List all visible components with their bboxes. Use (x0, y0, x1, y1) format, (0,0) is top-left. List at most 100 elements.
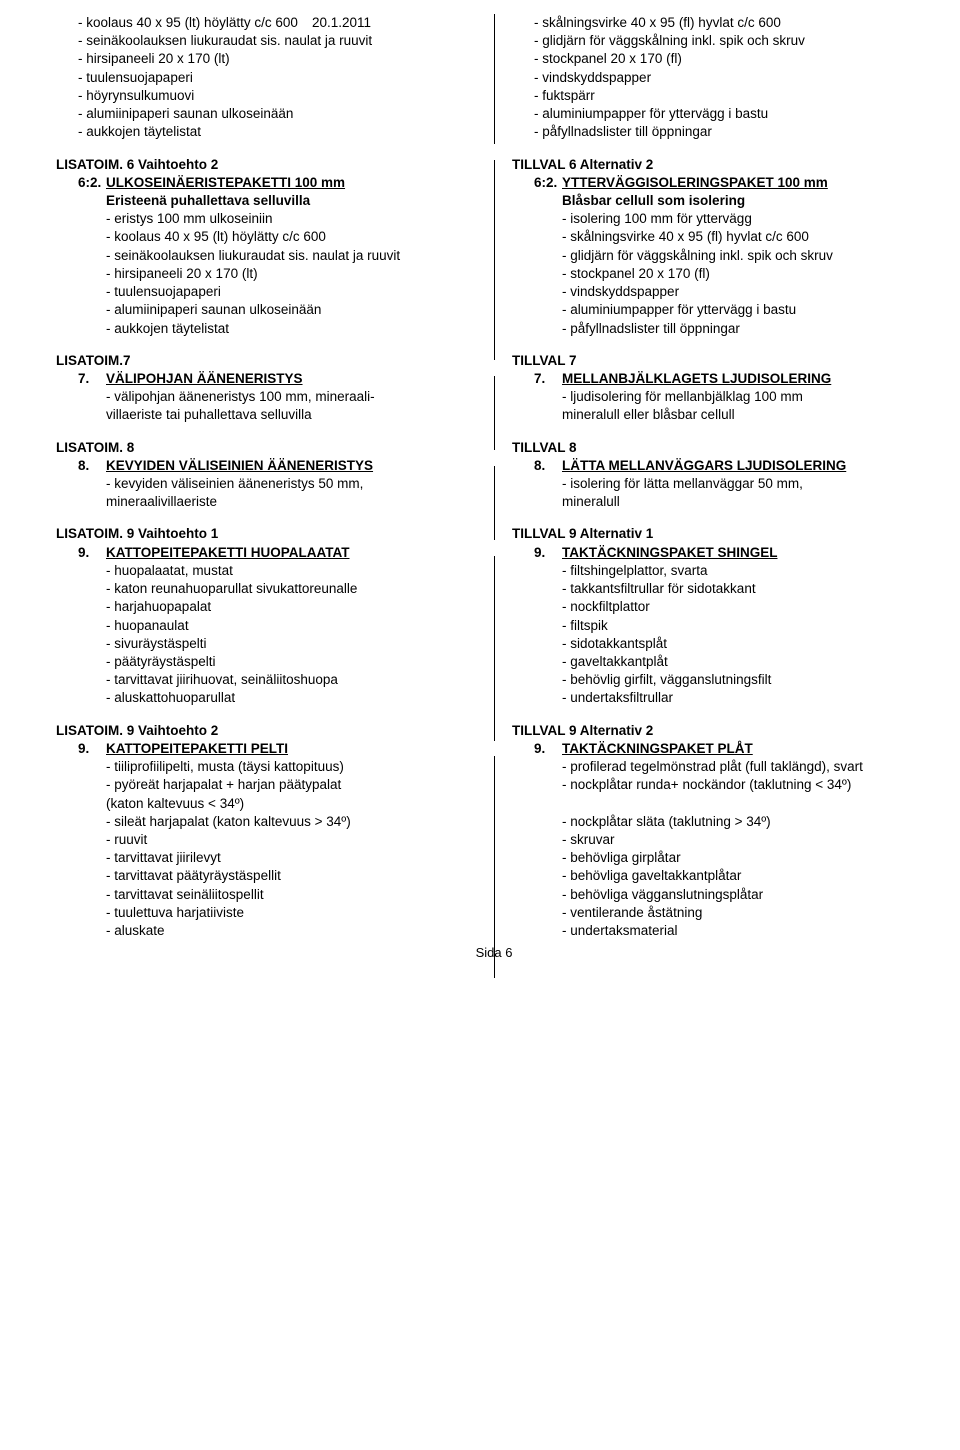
left-s92-num: 9. (78, 740, 106, 758)
left-s92-heading: LISATOIM. 9 Vaihtoehto 2 (56, 722, 476, 740)
left-s8-title: KEVYIDEN VÄLISEINIEN ÄÄNENERISTYS (106, 457, 373, 475)
list-line: - alumiinipaperi saunan ulkoseinään (78, 105, 476, 123)
list-line: - ventilerande åstätning (562, 904, 932, 922)
list-line: mineralull (562, 493, 932, 511)
right-s62-title: YTTERVÄGGISOLERINGSPAKET 100 mm (562, 174, 828, 192)
list-line: - koolaus 40 x 95 (lt) höylätty c/c 600 (106, 228, 476, 246)
list-line: - koolaus 40 x 95 (lt) höylätty c/c 600 (78, 14, 476, 32)
list-line: - tarvittavat jiirilevyt (106, 849, 476, 867)
list-line (562, 795, 932, 813)
list-line: - tarvittavat päätyräystäspellit (106, 867, 476, 885)
right-s62-list: - isolering 100 mm för yttervägg- skålni… (512, 210, 932, 338)
list-line: - undertaksmaterial (562, 922, 932, 940)
column-divider (494, 160, 495, 360)
left-s91-title: KATTOPEITEPAKETTI HUOPALAATAT (106, 544, 350, 562)
list-line: - isolering 100 mm för yttervägg (562, 210, 932, 228)
right-s91-heading: TILLVAL 9 Alternativ 1 (512, 525, 932, 543)
left-s91-num: 9. (78, 544, 106, 562)
right-s92-title: TAKTÄCKNINGSPAKET PLÅT (562, 740, 753, 758)
list-line: - vindskyddspapper (534, 69, 932, 87)
left-s7-title: VÄLIPOHJAN ÄÄNENERISTYS (106, 370, 303, 388)
right-s7-title: MELLANBJÄLKLAGETS LJUDISOLERING (562, 370, 831, 388)
right-s92-list: - profilerad tegelmönstrad plåt (full ta… (512, 758, 932, 940)
left-s62-list: - eristys 100 mm ulkoseiniin- koolaus 40… (56, 210, 476, 338)
list-line: - hirsipaneeli 20 x 170 (lt) (78, 50, 476, 68)
list-line: - aluminiumpapper för yttervägg i bastu (534, 105, 932, 123)
right-s62-subdesc: Blåsbar cellull som isolering (562, 192, 932, 210)
list-line: - tuulensuojapaperi (78, 69, 476, 87)
list-line: - aluminiumpapper för yttervägg i bastu (562, 301, 932, 319)
list-line: - profilerad tegelmönstrad plåt (full ta… (562, 758, 932, 776)
list-line: - behövlig girfilt, vägganslutningsfilt (562, 671, 932, 689)
right-s91-list: - filtshingelplattor, svarta- takkantsfi… (512, 562, 932, 708)
left-s7-sub: 7. VÄLIPOHJAN ÄÄNENERISTYS (78, 370, 476, 388)
left-s62-subdesc: Eristeenä puhallettava selluvilla (106, 192, 476, 210)
left-s62-title: ULKOSEINÄERISTEPAKETTI 100 mm (106, 174, 345, 192)
list-line: - sileät harjapalat (katon kaltevuus > 3… (106, 813, 476, 831)
left-s91-heading: LISATOIM. 9 Vaihtoehto 1 (56, 525, 476, 543)
column-divider (494, 376, 495, 450)
right-s91-sub: 9. TAKTÄCKNINGSPAKET SHINGEL (534, 544, 932, 562)
list-line: - undertaksfiltrullar (562, 689, 932, 707)
list-line: - skruvar (562, 831, 932, 849)
column-divider (494, 466, 495, 540)
list-line: - fuktspärr (534, 87, 932, 105)
list-line: - filtshingelplattor, svarta (562, 562, 932, 580)
left-s62-sub: 6:2. ULKOSEINÄERISTEPAKETTI 100 mm (78, 174, 476, 192)
list-line: - behövliga girplåtar (562, 849, 932, 867)
left-s7-heading: LISATOIM.7 (56, 352, 476, 370)
left-s7-list: - välipohjan ääneneristys 100 mm, minera… (56, 388, 476, 424)
document-page: 20.1.2011 - koolaus 40 x 95 (lt) höylätt… (0, 0, 960, 982)
left-s92-sub: 9. KATTOPEITEPAKETTI PELTI (78, 740, 476, 758)
list-line: - behövliga gaveltakkantplåtar (562, 867, 932, 885)
list-line: - hirsipaneeli 20 x 170 (lt) (106, 265, 476, 283)
list-line: - tiiliprofiilipelti, musta (täysi katto… (106, 758, 476, 776)
right-block0: - skålningsvirke 40 x 95 (fl) hyvlat c/c… (512, 14, 932, 142)
list-line: - glidjärn för väggskålning inkl. spik o… (562, 247, 932, 265)
right-s8-heading: TILLVAL 8 (512, 439, 932, 457)
list-line: - pyöreät harjapalat + harjan päätypalat (106, 776, 476, 794)
list-line: - behövliga vägganslutningsplåtar (562, 886, 932, 904)
list-line: - stockpanel 20 x 170 (fl) (534, 50, 932, 68)
list-line: - huopanaulat (106, 617, 476, 635)
left-s92-list: - tiiliprofiilipelti, musta (täysi katto… (56, 758, 476, 940)
list-line: - tuulettuva harjatiiviste (106, 904, 476, 922)
list-line: - harjahuopapalat (106, 598, 476, 616)
left-s92-title: KATTOPEITEPAKETTI PELTI (106, 740, 288, 758)
list-line: - skålningsvirke 40 x 95 (fl) hyvlat c/c… (562, 228, 932, 246)
list-line: - aukkojen täytelistat (106, 320, 476, 338)
right-s8-num: 8. (534, 457, 562, 475)
list-line: - välipohjan ääneneristys 100 mm, minera… (106, 388, 476, 406)
right-column: - skålningsvirke 40 x 95 (fl) hyvlat c/c… (494, 14, 932, 940)
right-s62-heading: TILLVAL 6 Alternativ 2 (512, 156, 932, 174)
right-s91-title: TAKTÄCKNINGSPAKET SHINGEL (562, 544, 778, 562)
list-line: - stockpanel 20 x 170 (fl) (562, 265, 932, 283)
left-s8-sub: 8. KEVYIDEN VÄLISEINIEN ÄÄNENERISTYS (78, 457, 476, 475)
left-block0: - koolaus 40 x 95 (lt) höylätty c/c 600-… (56, 14, 476, 142)
right-s7-list: - ljudisolering för mellanbjälklag 100 m… (512, 388, 932, 424)
list-line: - aluskate (106, 922, 476, 940)
list-line: - skålningsvirke 40 x 95 (fl) hyvlat c/c… (534, 14, 932, 32)
right-s7-sub: 7. MELLANBJÄLKLAGETS LJUDISOLERING (534, 370, 932, 388)
list-line: - katon reunahuoparullat sivukattoreunal… (106, 580, 476, 598)
list-line: - sidotakkantsplåt (562, 635, 932, 653)
right-s92-heading: TILLVAL 9 Alternativ 2 (512, 722, 932, 740)
left-s8-list: - kevyiden väliseinien ääneneristys 50 m… (56, 475, 476, 511)
right-s8-title: LÄTTA MELLANVÄGGARS LJUDISOLERING (562, 457, 846, 475)
list-line: mineraalivillaeriste (106, 493, 476, 511)
list-line: - seinäkoolauksen liukuraudat sis. naula… (78, 32, 476, 50)
list-line: - tuulensuojapaperi (106, 283, 476, 301)
left-column: - koolaus 40 x 95 (lt) höylätty c/c 600-… (56, 14, 494, 940)
list-line: - ruuvit (106, 831, 476, 849)
list-line: - seinäkoolauksen liukuraudat sis. naula… (106, 247, 476, 265)
list-line: - glidjärn för väggskålning inkl. spik o… (534, 32, 932, 50)
list-line: - sivuräystäspelti (106, 635, 476, 653)
list-line: - tarvittavat jiirihuovat, seinäliitoshu… (106, 671, 476, 689)
list-line: - vindskyddspapper (562, 283, 932, 301)
list-line: - gaveltakkantplåt (562, 653, 932, 671)
list-line: (katon kaltevuus < 34º) (106, 795, 476, 813)
list-line: - alumiinipaperi saunan ulkoseinään (106, 301, 476, 319)
list-line: - aluskattohuoparullat (106, 689, 476, 707)
right-s8-sub: 8. LÄTTA MELLANVÄGGARS LJUDISOLERING (534, 457, 932, 475)
left-s91-sub: 9. KATTOPEITEPAKETTI HUOPALAATAT (78, 544, 476, 562)
